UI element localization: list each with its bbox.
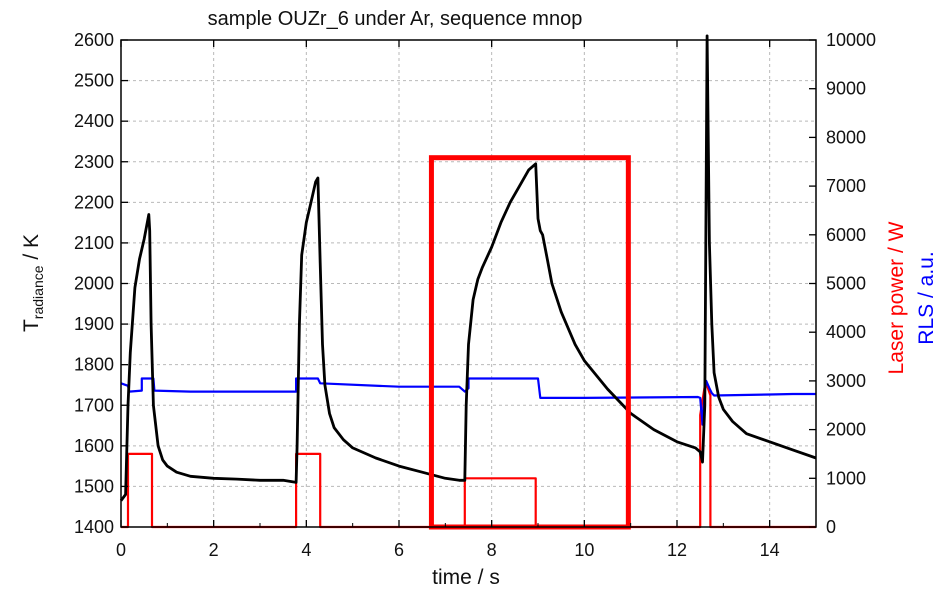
y-tick-label: 1400 <box>74 517 114 537</box>
x-tick-label: 4 <box>301 540 311 560</box>
y-tick-label: 2200 <box>74 192 114 212</box>
y-tick-label: 2300 <box>74 152 114 172</box>
y-axis-title-subscript: radiance <box>30 265 46 319</box>
x-tick-label: 8 <box>487 540 497 560</box>
y2-axis-title-laser: Laser power / W <box>885 221 908 374</box>
y2-tick-label: 9000 <box>826 79 866 99</box>
y2-tick-label: 0 <box>826 517 836 537</box>
x-tick-label: 12 <box>667 540 687 560</box>
y2-tick-label: 3000 <box>826 371 866 391</box>
y2-tick-label: 2000 <box>826 420 866 440</box>
highlight-box <box>428 155 631 530</box>
y2-tick-label: 4000 <box>826 322 866 342</box>
y2-tick-label: 7000 <box>826 176 866 196</box>
y-tick-label: 2500 <box>74 71 114 91</box>
y-tick-label: 2100 <box>74 233 114 253</box>
y-tick-label: 2600 <box>74 30 114 50</box>
series-rls-line <box>120 377 816 426</box>
axis-ticks: 0 2 4 6 8 10 12 14 1400 1500 1600 1700 1800 1900 2000 2… <box>74 30 876 560</box>
y-tick-label: 2000 <box>74 274 114 294</box>
y-tick-label: 1500 <box>74 476 114 496</box>
x-tick-label: 14 <box>760 540 780 560</box>
y2-axis-title-rls: RLS / a.u. <box>915 251 938 344</box>
y2-tick-label: 10000 <box>826 30 876 50</box>
x-tick-label: 10 <box>574 540 594 560</box>
y2-tick-label: 1000 <box>826 468 866 488</box>
x-tick-label: 6 <box>394 540 404 560</box>
series-layer <box>119 34 817 529</box>
grid-lines <box>121 40 816 527</box>
y-tick-label: 1600 <box>74 436 114 456</box>
y-tick-label: 1700 <box>74 395 114 415</box>
series-laser-power-line <box>121 384 816 529</box>
y-axis-title-unit: / K <box>20 234 43 266</box>
x-tick-label: 0 <box>116 540 126 560</box>
y-tick-label: 1900 <box>74 314 114 334</box>
series-temperature-line <box>119 34 817 502</box>
y-axis-title: Tradiance / K <box>20 234 46 332</box>
x-axis-title: time / s <box>432 566 500 589</box>
y2-tick-label: 6000 <box>826 225 866 245</box>
y-axis-title-main: T <box>20 319 43 332</box>
chart-title: sample OUZr_6 under Ar, sequence mnop <box>208 8 583 30</box>
y2-tick-label: 5000 <box>826 274 866 294</box>
x-tick-label: 2 <box>209 540 219 560</box>
y-tick-label: 2400 <box>74 111 114 131</box>
y2-tick-label: 8000 <box>826 127 866 147</box>
y-tick-label: 1800 <box>74 355 114 375</box>
